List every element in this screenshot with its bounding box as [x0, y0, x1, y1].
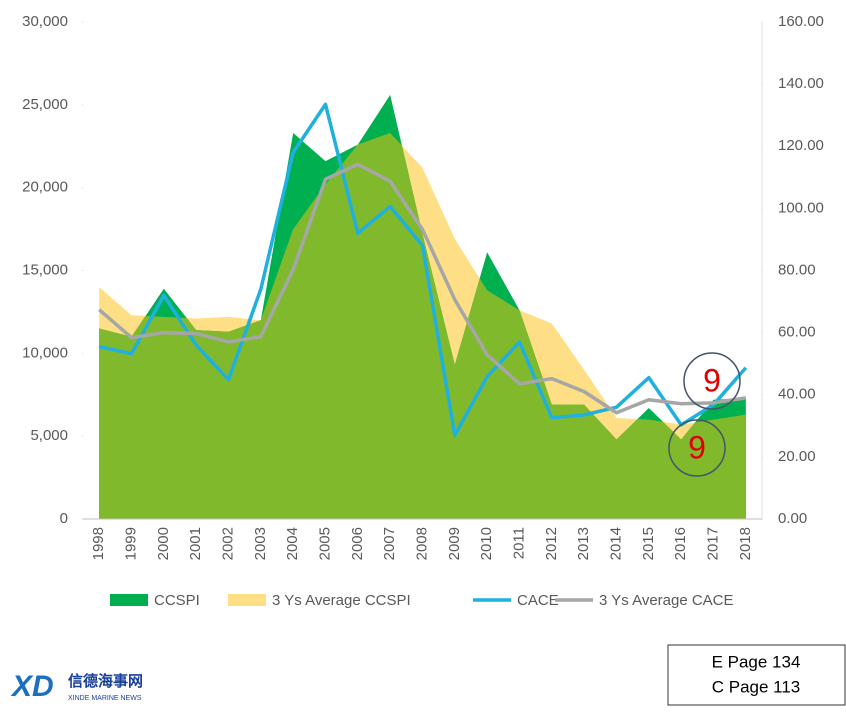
- page-box: [667, 644, 846, 706]
- annotation-circle: [683, 352, 741, 410]
- line: [98, 102, 748, 437]
- y2-tick-label: 40.00: [778, 386, 816, 403]
- x-tick-label: 2012: [543, 527, 560, 560]
- x-tick-label: 2011: [510, 527, 527, 559]
- x-tick-label: 2015: [640, 527, 657, 560]
- y2-tick-label: 0.00: [778, 510, 807, 527]
- legend-label: CACE: [517, 592, 559, 609]
- legend-label: 3 Ys Average CCSPI: [272, 592, 411, 609]
- x-tick-label: 2010: [478, 527, 495, 560]
- x-tick-label: 2016: [672, 527, 689, 560]
- x-tick-label: 2009: [446, 527, 463, 560]
- line: [98, 162, 747, 415]
- x-tick-label: 2000: [155, 527, 172, 560]
- areas: [83, 22, 763, 520]
- x-tick-label: 2003: [252, 527, 269, 560]
- x-tick-label: 2002: [219, 527, 236, 560]
- y-tick-label: 0: [60, 510, 68, 527]
- logo-mark: XD: [10, 670, 54, 703]
- y-tick-label: 30,000: [22, 13, 68, 30]
- area-overlap: [99, 132, 746, 519]
- y-tick-label: 10,000: [22, 344, 68, 361]
- y2-tick-label: 20.00: [778, 448, 816, 465]
- legend-swatch: [110, 594, 148, 606]
- x-tick-label: 2014: [607, 527, 624, 560]
- y2-tick-label: 100.00: [778, 199, 824, 216]
- annotation: 9: [688, 429, 706, 465]
- x-tick-label: 2013: [575, 527, 592, 560]
- annotation: 9: [703, 362, 721, 398]
- y2-tick-label: 60.00: [778, 324, 816, 341]
- legend-label: 3 Ys Average CACE: [599, 592, 734, 609]
- x-tick-label: 1998: [90, 527, 107, 560]
- x-tick-label: 2007: [381, 527, 398, 560]
- x-tick-label: 2004: [284, 527, 301, 560]
- x-tick-label: 2018: [737, 527, 754, 560]
- annotation-circle: [668, 419, 726, 477]
- y-tick-label: 25,000: [22, 96, 68, 113]
- x-tick-label: 2006: [349, 527, 366, 560]
- logo-subtitle: XINDE MARINE NEWS: [68, 695, 142, 702]
- x-tick-label: 2017: [704, 527, 721, 560]
- y2-tick-label: 120.00: [778, 137, 824, 154]
- y2-tick-label: 80.00: [778, 261, 816, 278]
- x-tick-label: 2001: [187, 527, 204, 560]
- legend-label: CCSPI: [154, 592, 200, 609]
- x-tick-label: 2005: [316, 527, 333, 560]
- page-ref: E Page 134: [712, 652, 801, 671]
- y-tick-label: 5,000: [30, 427, 68, 444]
- y2-tick-label: 140.00: [778, 75, 824, 92]
- legend-swatch: [228, 594, 266, 606]
- y-tick-label: 15,000: [22, 261, 68, 278]
- logo-name: 信德海事网: [68, 672, 143, 690]
- x-tick-label: 2008: [413, 527, 430, 560]
- y2-tick-label: 160.00: [778, 13, 824, 30]
- x-tick-label: 1999: [122, 527, 139, 560]
- y-tick-label: 20,000: [22, 179, 68, 196]
- page-ref: C Page 113: [712, 677, 801, 696]
